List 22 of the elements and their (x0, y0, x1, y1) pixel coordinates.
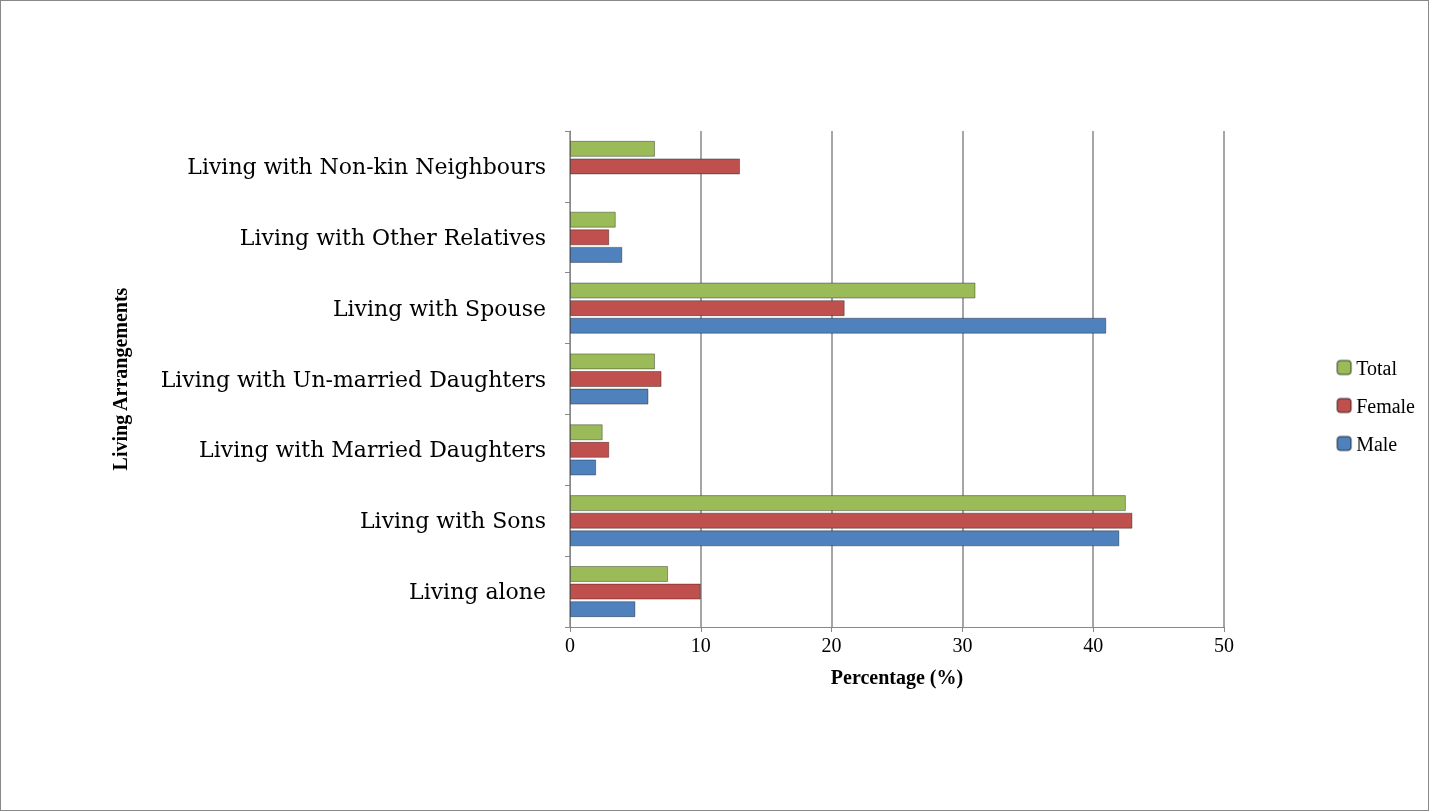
y-axis-title: Living Arrangements (109, 287, 132, 471)
bar (570, 495, 1126, 512)
bar (570, 246, 623, 263)
x-tick-label: 50 (1214, 634, 1234, 656)
x-axis-title: Percentage (%) (830, 666, 964, 689)
x-tick-label: 20 (821, 634, 842, 656)
x-tick-label: 10 (690, 634, 711, 656)
y-tick-label: Living with Spouse (332, 295, 546, 321)
x-tick-label: 30 (952, 634, 973, 656)
y-tick-label: Living with Sons (359, 508, 546, 534)
y-tick-label: Living with Other Relatives (239, 224, 546, 250)
legend-label: Female (1356, 394, 1416, 417)
bar (570, 424, 603, 441)
x-tick-label: 0 (565, 634, 575, 656)
x-tick-label: 40 (1083, 634, 1104, 656)
y-tick-label: Living with Married Daughters (199, 437, 546, 463)
y-tick-label: Living with Un-married Daughters (160, 366, 546, 392)
y-tick-label: Living with Non-kin Neighbours (187, 153, 546, 179)
bar (570, 317, 1107, 334)
legend-label: Total (1356, 356, 1398, 379)
y-tick-label: Living alone (409, 579, 546, 605)
legend-label: Male (1356, 432, 1398, 455)
